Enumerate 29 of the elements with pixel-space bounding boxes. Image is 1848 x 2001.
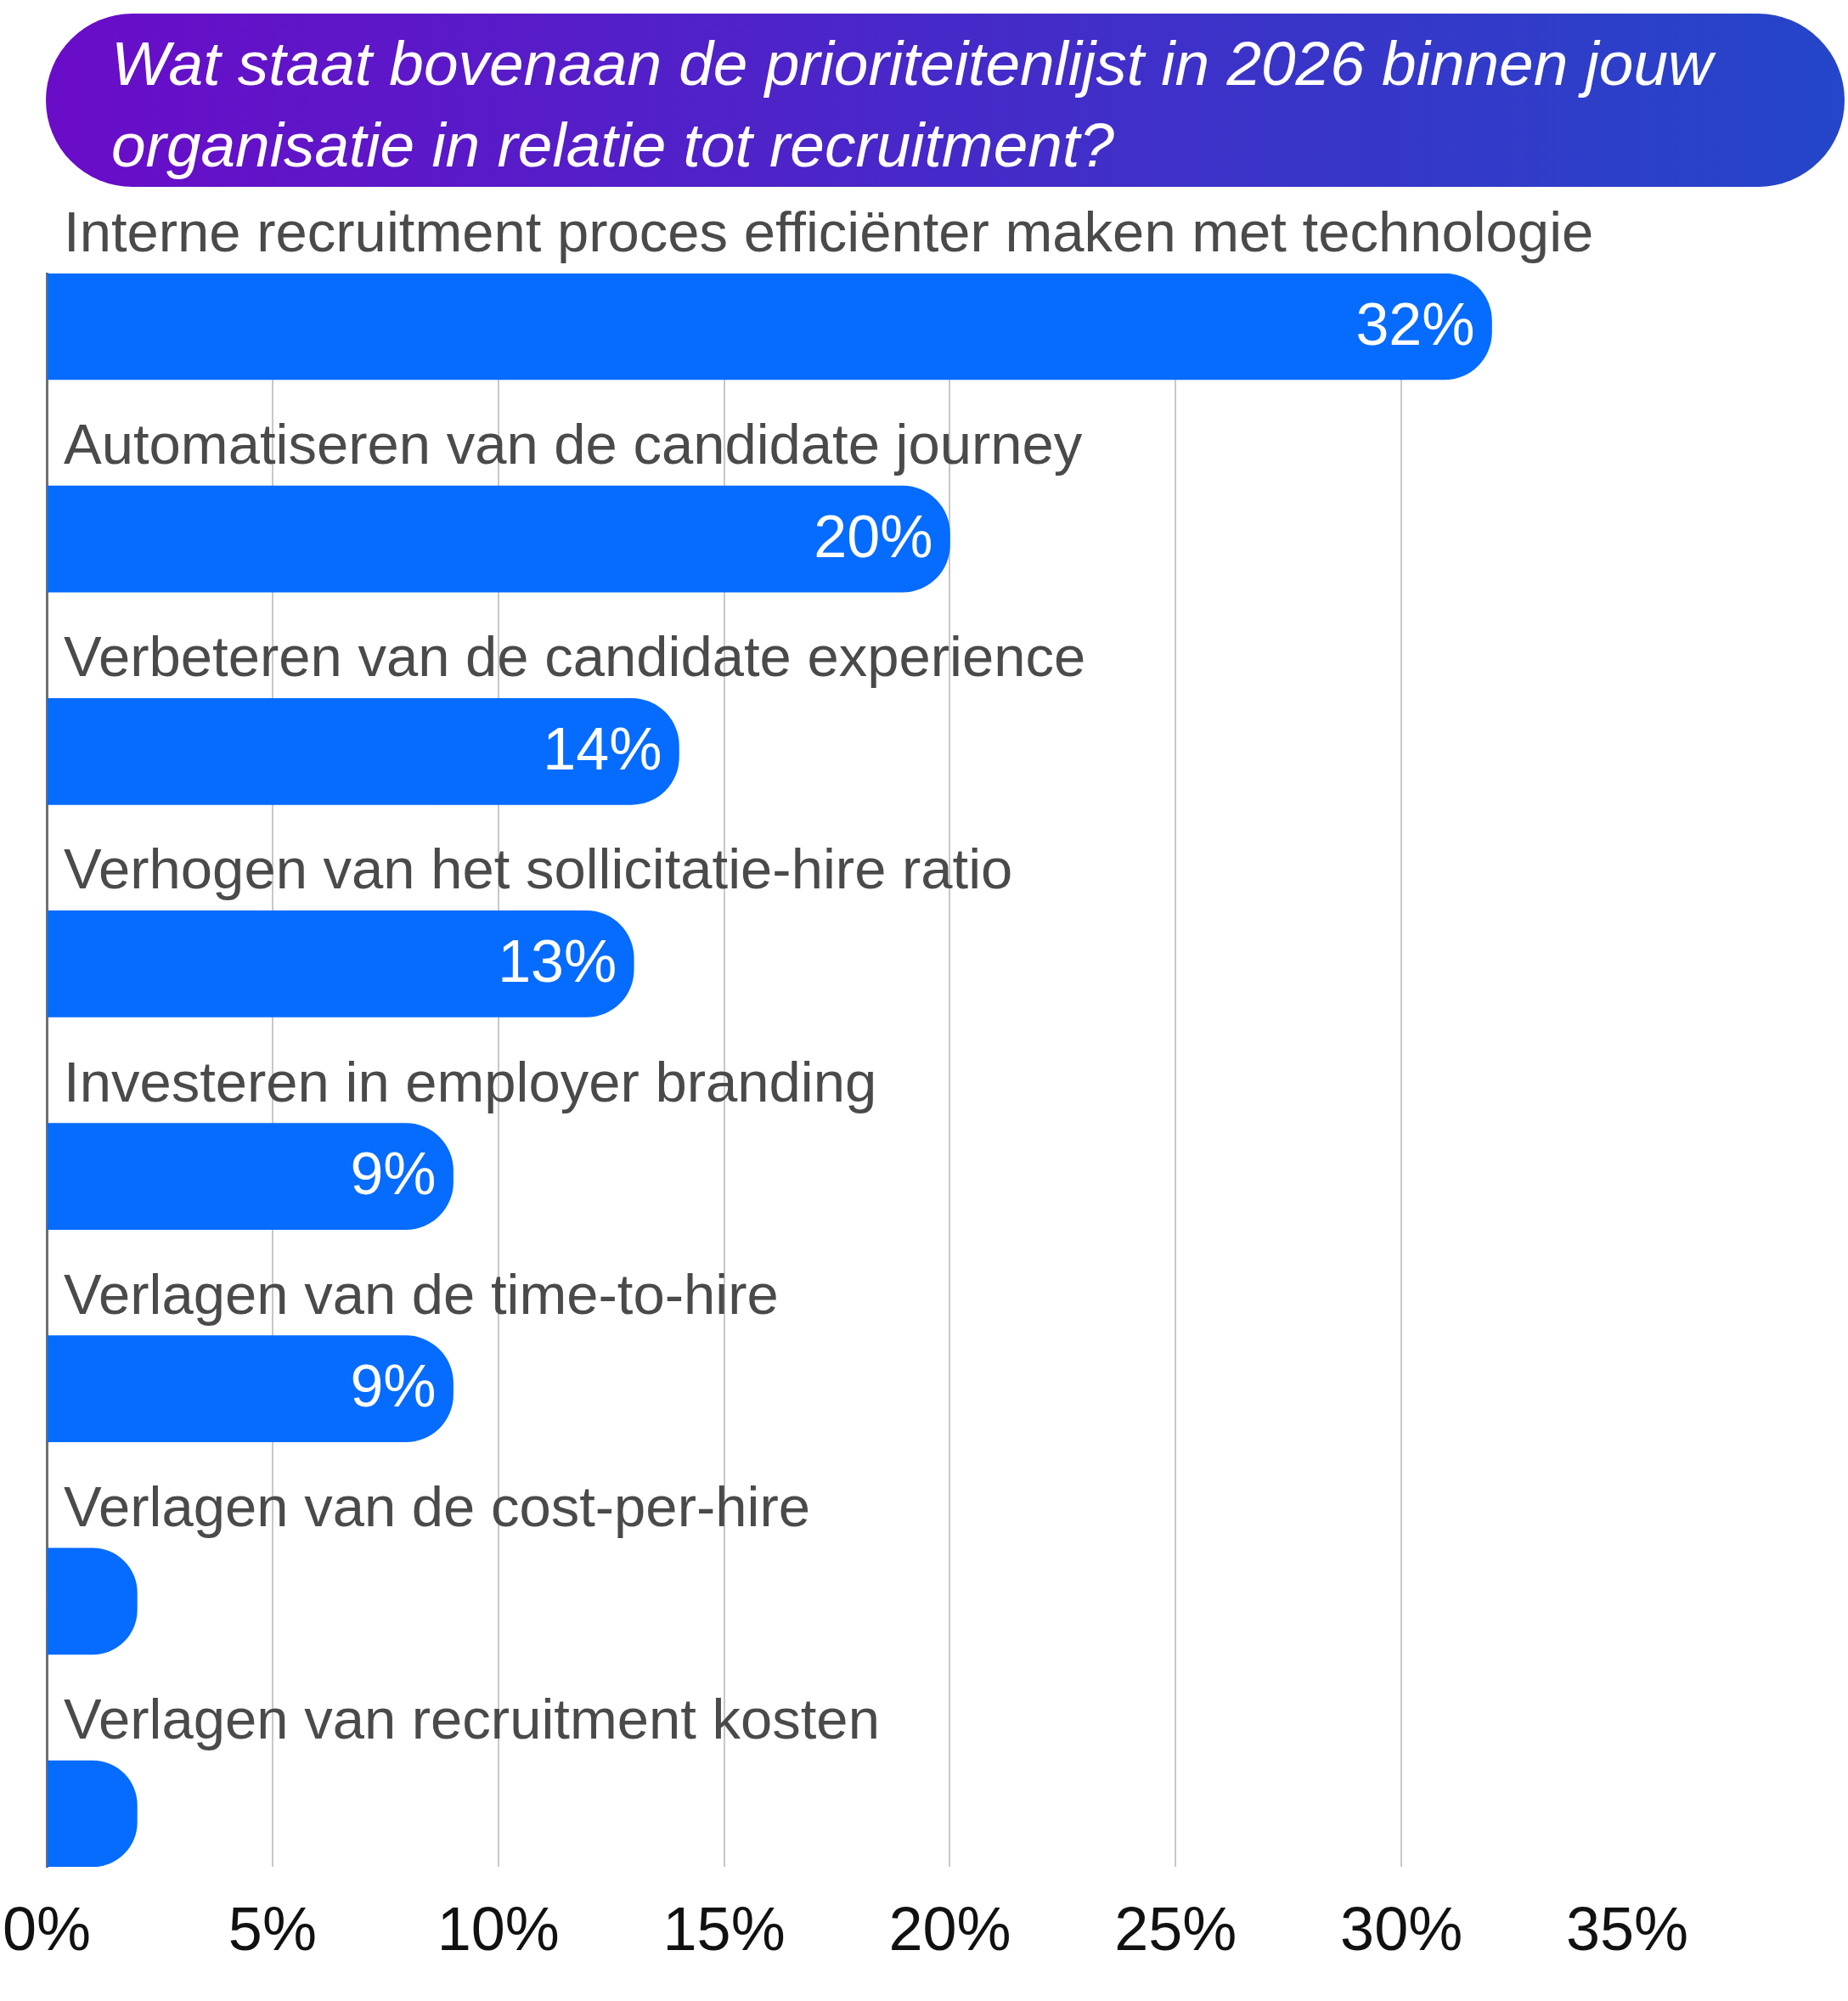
data-label: 14% (543, 716, 662, 783)
y-tick-label: Verbeteren van de candidate experience (64, 624, 1086, 689)
data-label: 9% (350, 1141, 437, 1208)
data-label: 9% (350, 1353, 437, 1420)
x-tick-label: 5% (228, 1894, 317, 1963)
x-tick-label: 35% (1565, 1894, 1689, 1963)
bar (47, 485, 950, 593)
x-tick-label: 15% (662, 1894, 786, 1963)
bar (47, 1335, 454, 1443)
data-label: 20% (814, 503, 933, 570)
y-tick-label: Verlagen van de time-to-hire (64, 1261, 779, 1326)
data-label: 32% (1355, 290, 1475, 358)
bar (47, 697, 679, 805)
data-label: 13% (498, 928, 617, 995)
bar (47, 910, 634, 1017)
y-tick-label: Verhogen van het sollicitatie-hire ratio (64, 837, 1013, 901)
y-tick-label: Interne recruitment proces efficiënter maken met technologie (64, 200, 1594, 264)
x-tick-label: 30% (1340, 1894, 1463, 1963)
bar (47, 1123, 454, 1230)
y-tick-label: Verlagen van recruitment kosten (64, 1686, 880, 1750)
x-tick-label: 10% (437, 1894, 560, 1963)
bar (47, 273, 1492, 380)
x-tick-label: 25% (1114, 1894, 1237, 1963)
y-tick-label: Automatiseren van de candidate journey (64, 412, 1083, 476)
chart-title: Wat staat bovenaan de prioriteitenlijst in 2026 binnen jouw organisatie in relatie tot recruitment? (111, 28, 1717, 181)
y-tick-label: Verlagen van de cost-per-hire (64, 1474, 810, 1538)
x-tick-label: 0% (3, 1894, 92, 1963)
y-tick-label: Investeren in employer branding (64, 1049, 877, 1113)
x-tick-label: 20% (888, 1894, 1011, 1963)
